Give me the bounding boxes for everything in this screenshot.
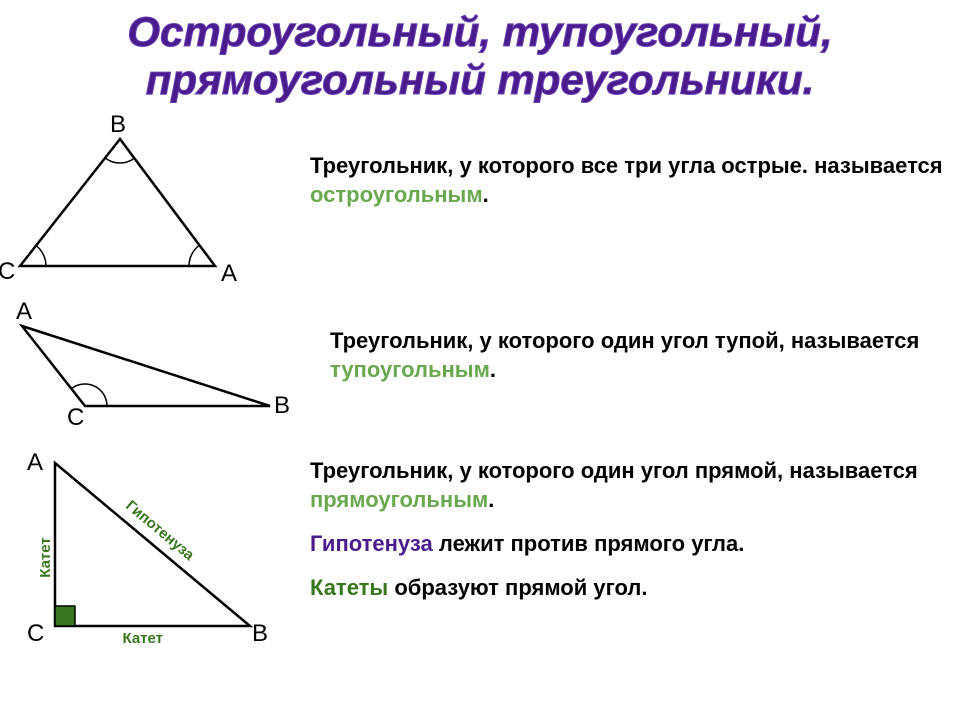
right-text: Треугольник, у которого один угол прямой… (310, 451, 960, 603)
title-line1: Остроугольный, тупоугольный, (127, 8, 832, 55)
right-line1-suffix: . (488, 487, 494, 512)
acute-text-prefix: Треугольник, у которого все три угла ост… (310, 153, 943, 178)
right-vertex-B: B (252, 620, 268, 648)
obtuse-diagram: A B C (0, 311, 310, 431)
cathetus-label-horizontal: Катет (123, 630, 164, 647)
right-text-para1: Треугольник, у которого один угол прямой… (310, 456, 960, 515)
obtuse-text: Треугольник, у которого один угол тупой,… (310, 311, 960, 385)
obtuse-text-suffix: . (490, 357, 496, 382)
obtuse-vertex-A: A (16, 298, 32, 326)
acute-term: остроугольным (310, 182, 483, 207)
right-line2-term: Гипотенуза (310, 531, 433, 556)
acute-triangle-svg (0, 121, 310, 291)
cathetus-label-vertical: Катет (37, 537, 54, 578)
right-vertex-A: A (27, 449, 43, 477)
right-line3-term: Катеты (310, 575, 388, 600)
acute-text: Треугольник, у которого все три угла ост… (310, 121, 960, 210)
obtuse-text-prefix: Треугольник, у которого один угол тупой,… (330, 328, 919, 353)
acute-vertex-C: C (0, 258, 15, 286)
right-line2-rest: лежит против прямого угла. (433, 531, 745, 556)
row-right: A B C Гипотенуза Катет Катет Треугольник… (0, 451, 960, 671)
right-text-para2: Гипотенуза лежит против прямого угла. (310, 529, 960, 559)
obtuse-triangle-svg (0, 311, 310, 431)
row-obtuse: A B C Треугольник, у которого один угол … (0, 311, 960, 431)
obtuse-vertex-C: C (67, 404, 84, 432)
title-line2: прямоугольный треугольники. (146, 56, 815, 103)
obtuse-term: тупоугольным (330, 357, 490, 382)
right-line1-term: прямоугольным (310, 487, 488, 512)
right-diagram: A B C Гипотенуза Катет Катет (0, 451, 310, 671)
obtuse-vertex-B: B (274, 392, 290, 420)
acute-vertex-B: B (110, 111, 126, 139)
right-line1-prefix: Треугольник, у которого один угол прямой… (310, 458, 918, 483)
page-title: Остроугольный, тупоугольный, прямоугольн… (0, 0, 960, 105)
right-vertex-C: C (27, 620, 44, 648)
acute-vertex-A: A (221, 260, 237, 288)
row-acute: A B C Треугольник, у которого все три уг… (0, 121, 960, 291)
acute-diagram: A B C (0, 121, 310, 291)
right-line3-rest: образуют прямой угол. (388, 575, 647, 600)
right-text-para3: Катеты образуют прямой угол. (310, 573, 960, 603)
acute-text-suffix: . (483, 182, 489, 207)
